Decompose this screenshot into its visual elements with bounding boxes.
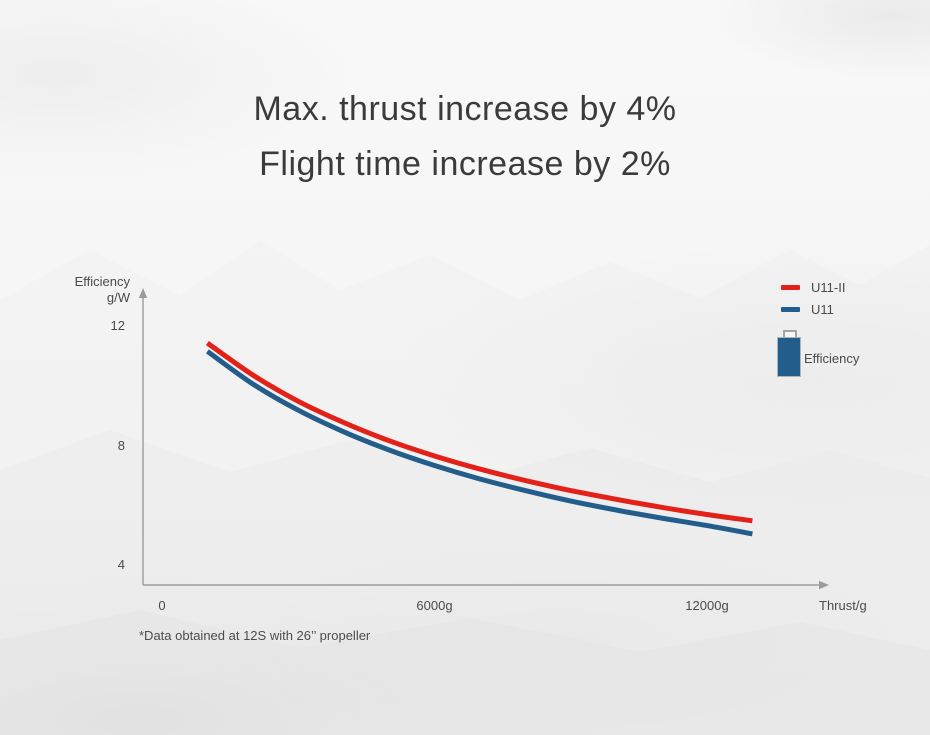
y-axis-title-line-2: g/W [106,290,130,305]
headline-line-2: Flight time increase by 2% [259,145,671,183]
u11-line-swatch-icon [781,307,800,312]
battery-icon [777,330,803,377]
y-axis-title-line-1: Efficiency [74,274,130,289]
headline-line-1: Max. thrust increase by 4% [253,90,677,128]
legend-label-u11-ii: U11-II [811,280,846,295]
x-axis-arrow-icon [819,580,829,590]
x-tick-label: 0 [158,598,166,613]
y-axis-title: Efficiency g/W [48,274,130,306]
headline: Max. thrust increase by 4% Flight time i… [0,82,930,192]
legend-label-u11: U11 [811,302,834,317]
battery-efficiency-label: Efficiency [804,351,860,366]
battery-body [777,337,801,377]
x-tick-label: 6000g [416,598,453,613]
y-tick-label: 4 [117,557,125,572]
curve-u11-ii [205,340,753,524]
y-axis-arrow-icon [138,288,148,298]
x-tick-label: 12000g [685,598,729,613]
legend-item-u11-ii: U11-II [781,280,845,295]
battery-cap [783,330,797,337]
y-tick-label: 8 [117,437,125,453]
chart-legend: U11-II U11 [781,280,845,324]
y-tick-label: 12 [110,318,125,333]
u11-ii-line-swatch-icon [781,285,800,290]
x-axis-title: Thrust/g [819,598,867,613]
legend-item-u11: U11 [781,302,845,317]
curve-u11 [205,349,753,537]
data-footnote: *Data obtained at 12S with 26’’ propelle… [139,628,371,643]
